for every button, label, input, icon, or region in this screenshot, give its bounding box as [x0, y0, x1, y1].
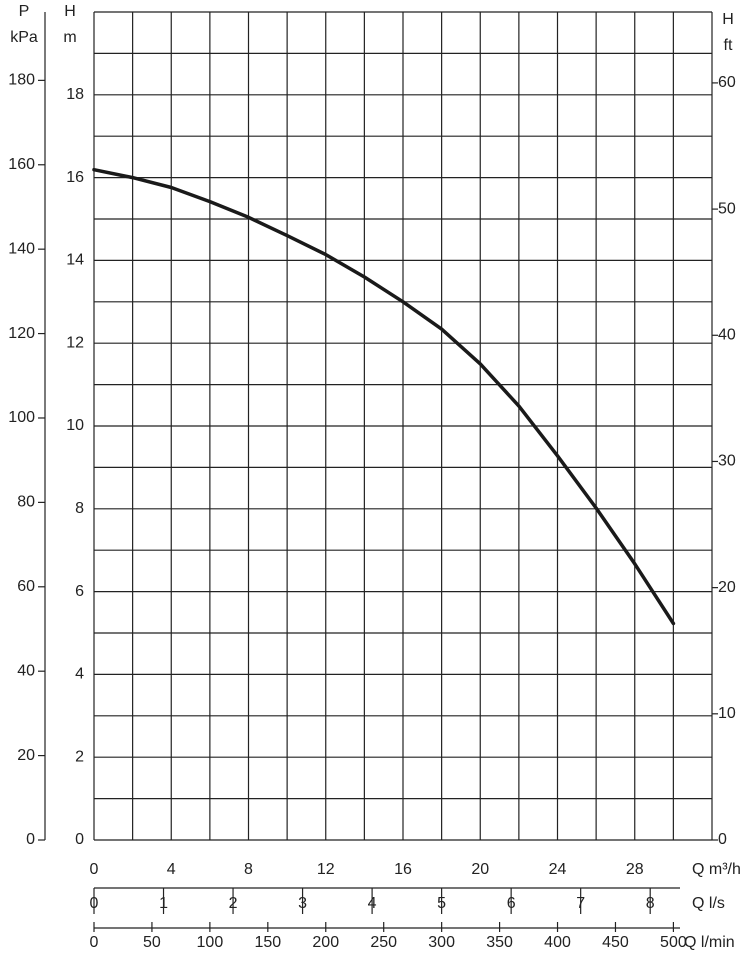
x-tick-label: 16 — [394, 861, 412, 878]
x3-label: Q l/min — [684, 934, 735, 951]
y-tick-label: 2 — [75, 748, 84, 765]
y3-tick-label: 140 — [8, 240, 35, 257]
y2-label: H — [722, 11, 734, 28]
y-tick-label: 14 — [66, 252, 84, 269]
y2-tick-label: 20 — [718, 579, 736, 596]
x-tick-label: 28 — [626, 861, 644, 878]
y-tick-label: 18 — [66, 86, 84, 103]
x2-label: Q l/s — [692, 895, 725, 912]
curve — [92, 167, 676, 626]
y-label: H — [64, 3, 76, 20]
x2-tick-label: 1 — [159, 895, 168, 912]
x-tick-label: 20 — [471, 861, 489, 878]
x3-tick-label: 250 — [370, 934, 397, 951]
x3-tick-label: 150 — [254, 934, 281, 951]
y3-label: kPa — [10, 29, 38, 46]
y2-tick-label: 40 — [718, 326, 736, 343]
x-tick-label: 12 — [317, 861, 335, 878]
y3-tick-label: 180 — [8, 72, 35, 89]
y-tick-label: 6 — [75, 583, 84, 600]
y-tick-label: 16 — [66, 169, 84, 186]
y3-tick-label: 80 — [17, 494, 35, 511]
x2-tick-label: 3 — [298, 895, 307, 912]
y2-label: ft — [724, 37, 733, 54]
y-label: m — [63, 29, 76, 46]
x3-tick-label: 300 — [428, 934, 455, 951]
x3-tick-label: 0 — [90, 934, 99, 951]
y-tick-label: 12 — [66, 334, 84, 351]
y2-tick-label: 30 — [718, 453, 736, 470]
y2-tick-label: 50 — [718, 200, 736, 217]
y-tick-label: 8 — [75, 500, 84, 517]
y2-tick-label: 10 — [718, 705, 736, 722]
y3-tick-label: 160 — [8, 156, 35, 173]
y2-tick-label: 0 — [718, 831, 727, 848]
x3-tick-label: 50 — [143, 934, 161, 951]
x2-tick-label: 7 — [576, 895, 585, 912]
y-tick-label: 4 — [75, 666, 84, 683]
x2-tick-label: 4 — [368, 895, 377, 912]
x-tick-label: 8 — [244, 861, 253, 878]
x3-tick-label: 350 — [486, 934, 513, 951]
x3-tick-label: 200 — [312, 934, 339, 951]
x-label: Q m³/h — [692, 861, 741, 878]
x-tick-label: 0 — [90, 861, 99, 878]
x-tick-label: 4 — [167, 861, 176, 878]
x3-tick-label: 500 — [660, 934, 687, 951]
x3-tick-label: 450 — [602, 934, 629, 951]
y3-tick-label: 0 — [26, 831, 35, 848]
x3-tick-label: 400 — [544, 934, 571, 951]
y2-tick-label: 60 — [718, 74, 736, 91]
x-tick-label: 24 — [549, 861, 567, 878]
x2-tick-label: 2 — [229, 895, 238, 912]
y3-tick-label: 100 — [8, 409, 35, 426]
x2-tick-label: 5 — [437, 895, 446, 912]
y3-label: P — [19, 3, 30, 20]
x2-tick-label: 0 — [90, 895, 99, 912]
x2-tick-label: 8 — [646, 895, 655, 912]
y-tick-label: 10 — [66, 417, 84, 434]
y3-tick-label: 20 — [17, 747, 35, 764]
x2-tick-label: 6 — [507, 895, 516, 912]
y-tick-label: 0 — [75, 831, 84, 848]
y3-tick-label: 40 — [17, 662, 35, 679]
y3-tick-label: 60 — [17, 578, 35, 595]
x3-tick-label: 100 — [197, 934, 224, 951]
y3-tick-label: 120 — [8, 325, 35, 342]
